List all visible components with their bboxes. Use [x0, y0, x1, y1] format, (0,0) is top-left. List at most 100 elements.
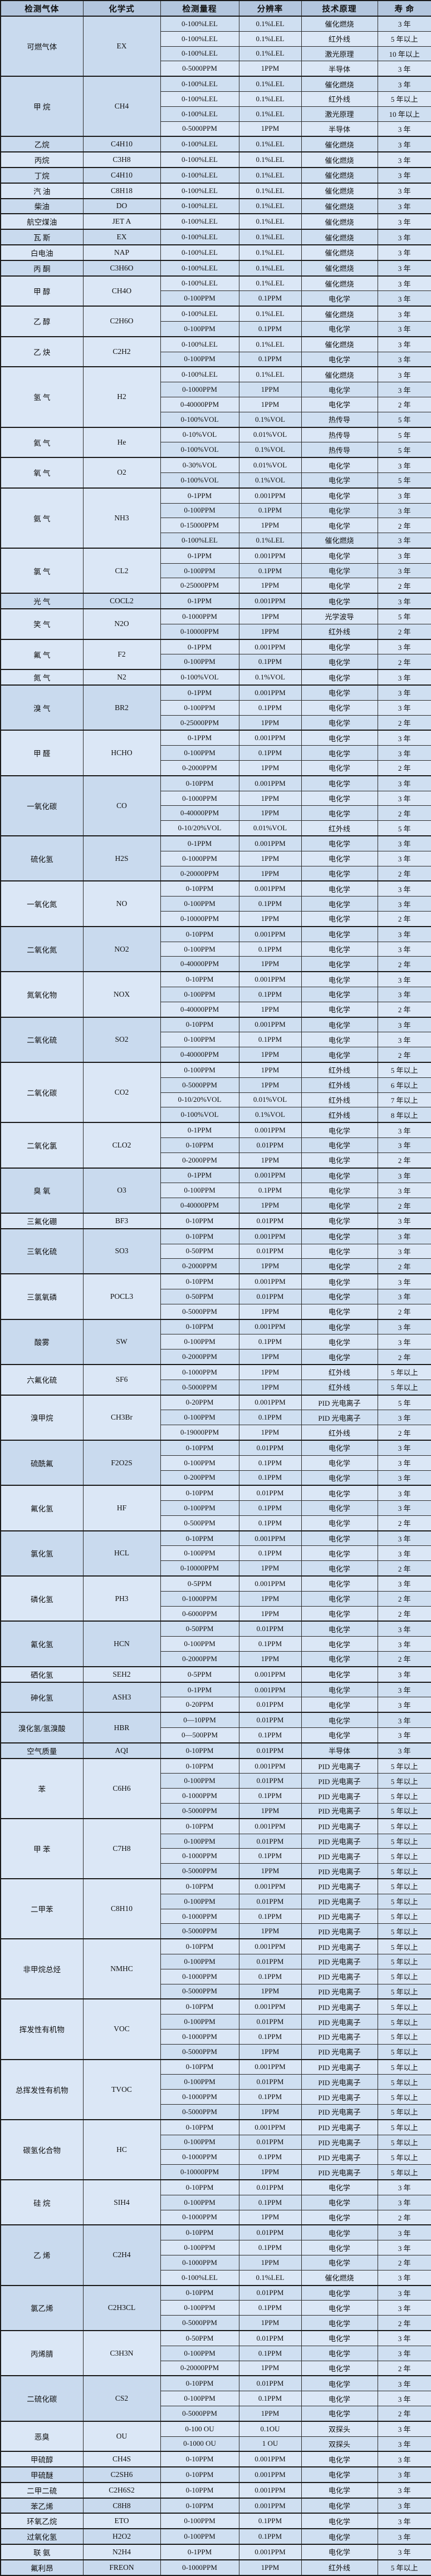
- principle-cell: 电化学: [301, 1198, 378, 1214]
- resolution-cell: 0.001PPM: [238, 2466, 302, 2483]
- table-row: 0-100PPM 0.1PPM 电化学 3 年: [1, 1545, 431, 1562]
- range-cell: 0-100PPM: [160, 2240, 239, 2255]
- range-cell: 0-200PPM: [160, 1470, 239, 1486]
- formula-cell: C7H8: [82, 1818, 161, 1879]
- formula-cell: C2H2: [82, 336, 161, 367]
- table-row: 0-100PPM 0.01PPM PID 光电离子 5 年以上: [1, 1893, 431, 1909]
- gas-name-cell: 二氧化氯: [0, 1122, 84, 1169]
- range-cell: 0-10PPM: [160, 1273, 239, 1289]
- table-row: 汽 油 C8H18 0-100%LEL 0.1%LEL 催化燃烧 3 年: [0, 182, 431, 199]
- principle-cell: 红外线: [301, 31, 378, 47]
- principle-cell: 电化学: [301, 2284, 378, 2301]
- resolution-cell: 0.001PPM: [238, 971, 302, 988]
- lifespan-cell: 3 年: [377, 1500, 431, 1516]
- lifespan-cell: 3 年: [377, 366, 431, 383]
- resolution-cell: 0.001PPM: [238, 1757, 302, 1774]
- range-cell: 0-100%LEL: [160, 229, 239, 245]
- principle-cell: PID 光电离子: [301, 1908, 378, 1924]
- table-row: 丁烷 C4H10 0-100%LEL 0.1%LEL 催化燃烧 3 年: [0, 166, 431, 184]
- principle-cell: 电化学: [301, 2528, 378, 2545]
- principle-cell: PID 光电离子: [301, 1848, 378, 1864]
- range-cell: 0-100PPM: [160, 941, 239, 957]
- formula-cell: C6H6: [82, 1757, 161, 1819]
- resolution-cell: 0.001PPM: [238, 925, 302, 942]
- table-row: 氯乙烯 C2H3CL 0-10PPM 0.01PPM 电化学 3 年: [0, 2284, 431, 2331]
- table-row: 0-100PPM 0.1PPM 电化学 3 年: [1, 896, 431, 912]
- range-cell: 0-1PPM: [160, 638, 239, 655]
- lifespan-cell: 3 年: [377, 2436, 431, 2452]
- table-row: 光 气 COCL2 0-1PPM 0.001PPM 电化学 3 年: [0, 593, 431, 609]
- lifespan-cell: 2 年: [377, 2315, 431, 2331]
- table-row: 溴甲烷 CH3Br 0-20PPM 0.001PPM PID 光电离子 5 年: [0, 1394, 431, 1441]
- principle-cell: 电化学: [301, 1545, 378, 1562]
- table-row: 氨 气 NH3 0-1PPM 0.001PPM 电化学 3 年: [0, 487, 431, 549]
- lifespan-cell: 3 年: [377, 2528, 431, 2545]
- range-cell: 0-10PPM: [160, 2224, 239, 2241]
- resolution-cell: 0.1%VOL: [238, 411, 302, 428]
- lifespan-cell: 5 年以上: [377, 91, 431, 107]
- principle-cell: PID 光电离子: [301, 1863, 378, 1879]
- resolution-cell: 0.1PPM: [238, 1032, 302, 1048]
- principle-cell: 电化学: [301, 2544, 378, 2560]
- gas-name-cell: 甲 苯: [0, 1818, 84, 1879]
- resolution-cell: 0.1PPM: [238, 2089, 302, 2105]
- range-cell: 0-10PPM: [160, 2466, 239, 2483]
- range-cell: 0-10000PPM: [160, 2164, 239, 2180]
- range-cell: 0-100PPM: [160, 1455, 239, 1471]
- table-row: 瓦 斯 EX 0-100%LEL 0.1%LEL 催化燃烧 3 年: [0, 229, 431, 245]
- formula-cell: SW: [82, 1318, 161, 1365]
- lifespan-cell: 2 年: [377, 1590, 431, 1607]
- principle-cell: PID 光电离子: [301, 1410, 378, 1426]
- table-row: 0-10000PPM 1PPM 电化学 2 年: [1, 1560, 431, 1577]
- range-cell: 0-100PPM: [160, 654, 239, 670]
- range-cell: 0-10000PPM: [160, 623, 239, 640]
- range-cell: 0-1000PPM: [160, 382, 239, 397]
- lifespan-cell: 3 年: [377, 275, 431, 292]
- table-row: 0-2000PPM 1PPM 电化学 2 年: [1, 760, 431, 776]
- table-row: 丙烷 C3H8 0-100%LEL 0.1%LEL 催化燃烧 3 年: [0, 151, 431, 168]
- table-row: 0-40000PPM 1PPM 电化学 2 年: [1, 1047, 431, 1063]
- table-row: 0-100%LEL 0.1%LEL 红外线 5 年以上: [1, 31, 431, 47]
- formula-cell: CS2: [82, 2375, 161, 2422]
- principle-cell: 半导体: [301, 61, 378, 77]
- lifespan-cell: 2 年: [377, 956, 431, 972]
- table-row: 硒化氢 SEH2 0-5PPM 0.001PPM 电化学 3 年: [0, 1666, 431, 1683]
- lifespan-cell: 3 年: [377, 1712, 431, 1728]
- principle-cell: 催化燃烧: [301, 275, 378, 292]
- range-cell: 0-25000PPM: [160, 578, 239, 594]
- table-row: 空气质量 AQI 0-10PPM 0.01PPM 半导体 3 年: [0, 1742, 431, 1759]
- lifespan-cell: 5 年以上: [377, 2014, 431, 2030]
- formula-cell: PH3: [82, 1575, 161, 1622]
- table-row: 0-100PPM 0.1PPM 电化学 3 年: [1, 1334, 431, 1350]
- formula-cell: HCHO: [82, 730, 161, 776]
- principle-cell: 电化学: [301, 1621, 378, 1637]
- formula-cell: FREON: [82, 2559, 161, 2576]
- range-cell: 0-40000PPM: [160, 1047, 239, 1063]
- table-row: 0-100%LEL 0.1%LEL 红外线 5 年以上: [1, 91, 431, 107]
- resolution-cell: 1PPM: [238, 1379, 302, 1396]
- principle-cell: PID 光电离子: [301, 1968, 378, 1984]
- lifespan-cell: 3 年: [377, 1273, 431, 1289]
- resolution-cell: 1PPM: [238, 2164, 302, 2180]
- range-cell: 0-10PPM: [160, 1137, 239, 1153]
- range-cell: 0-2000PPM: [160, 1258, 239, 1274]
- gas-name-cell: 氟利昂: [0, 2559, 84, 2576]
- principle-cell: 热传导: [301, 442, 378, 458]
- gas-name-cell: 苯乙烯: [0, 2497, 84, 2514]
- table-row: 0-100PPM 0.01PPM PID 光电离子 5 年以上: [1, 2014, 431, 2030]
- resolution-cell: 0.001PPM: [238, 835, 302, 851]
- range-cell: 0-100PPM: [160, 2513, 239, 2529]
- lifespan-cell: 5 年以上: [377, 2164, 431, 2180]
- resolution-cell: 0.1%VOL: [238, 472, 302, 489]
- range-cell: 0-1000PPM: [160, 1788, 239, 1804]
- range-cell: 0-100%LEL: [160, 31, 239, 47]
- principle-cell: 电化学: [301, 457, 378, 473]
- resolution-cell: 1PPM: [238, 2104, 302, 2120]
- resolution-cell: 1PPM: [238, 911, 302, 927]
- principle-cell: 电化学: [301, 503, 378, 519]
- resolution-cell: 0.01PPM: [238, 1212, 302, 1229]
- resolution-cell: 0.001PPM: [238, 1318, 302, 1335]
- range-cell: 0-10PPM: [160, 880, 239, 897]
- lifespan-cell: 3 年: [377, 457, 431, 473]
- formula-cell: H2O2: [82, 2528, 161, 2545]
